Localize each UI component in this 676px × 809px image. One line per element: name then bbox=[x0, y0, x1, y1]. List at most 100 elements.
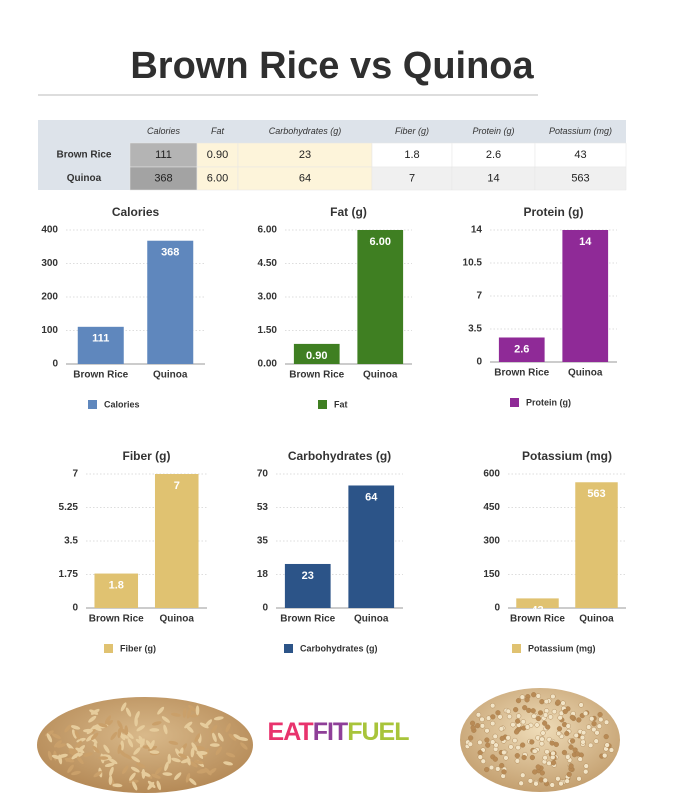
quinoa-seed bbox=[501, 769, 507, 775]
quinoa-seed bbox=[591, 726, 597, 733]
rice-grain bbox=[117, 728, 122, 739]
quinoa-seed bbox=[490, 703, 496, 709]
quinoa-seed bbox=[477, 754, 483, 760]
quinoa-seed bbox=[526, 707, 532, 714]
chart-title: Fiber (g) bbox=[123, 449, 171, 463]
quinoa-seed bbox=[565, 723, 571, 729]
y-tick-label: 200 bbox=[41, 292, 58, 303]
rice-grain bbox=[129, 772, 136, 781]
rice-grain bbox=[240, 742, 248, 750]
quinoa-seed bbox=[490, 720, 496, 727]
rice-grain bbox=[88, 715, 97, 723]
y-tick-label: 300 bbox=[483, 536, 500, 547]
rice-grain bbox=[71, 729, 77, 739]
quinoa-seed bbox=[533, 781, 539, 787]
rice-grain bbox=[68, 748, 78, 753]
quinoa-seed bbox=[557, 715, 563, 721]
quinoa-seed bbox=[510, 722, 516, 728]
rice-grain bbox=[56, 743, 67, 748]
value-label: 368 bbox=[161, 247, 179, 259]
rice-grain bbox=[225, 723, 231, 733]
rice-grain bbox=[191, 742, 198, 752]
rice-grain bbox=[228, 733, 237, 741]
rice-grain bbox=[188, 777, 197, 786]
rice-grain bbox=[210, 725, 218, 734]
x-tick-label: Brown Rice bbox=[510, 614, 565, 625]
table-cell: 64 bbox=[299, 172, 311, 184]
chart-title: Protein (g) bbox=[524, 205, 584, 219]
rice-grain bbox=[122, 765, 129, 774]
quinoa-seed bbox=[586, 724, 592, 730]
rice-grain bbox=[89, 709, 99, 715]
quinoa-seed bbox=[588, 742, 594, 748]
rice-grain bbox=[151, 721, 162, 726]
rice-grain bbox=[74, 740, 82, 749]
quinoa-seed bbox=[518, 780, 524, 786]
quinoa-seed bbox=[522, 705, 528, 711]
rice-grain bbox=[196, 751, 207, 755]
rice-grain bbox=[128, 779, 139, 784]
rice-grain bbox=[163, 724, 168, 735]
rice-grain bbox=[74, 730, 81, 740]
legend-label: Calories bbox=[104, 399, 140, 409]
quinoa-seed bbox=[539, 770, 545, 776]
quinoa-seed bbox=[544, 749, 550, 755]
y-tick-label: 14 bbox=[471, 225, 483, 236]
quinoa-seed bbox=[468, 735, 474, 741]
legend-label: Fat bbox=[334, 399, 348, 409]
table-cell: 23 bbox=[299, 149, 311, 161]
rice-grain bbox=[76, 737, 86, 743]
quinoa-seed bbox=[499, 735, 505, 741]
table-cell: 2.6 bbox=[486, 149, 501, 161]
quinoa-seed bbox=[568, 744, 574, 750]
y-tick-label: 7 bbox=[72, 469, 78, 480]
quinoa-seed bbox=[576, 776, 582, 782]
table-cell: 0.90 bbox=[207, 149, 228, 161]
rice-grain bbox=[46, 733, 53, 743]
bar bbox=[357, 230, 404, 364]
quinoa-seed bbox=[512, 737, 518, 744]
rice-grain bbox=[184, 721, 193, 729]
chart-title: Potassium (mg) bbox=[522, 449, 612, 463]
y-tick-label: 0.00 bbox=[258, 359, 278, 370]
quinoa-seed bbox=[550, 760, 557, 766]
rice-grain bbox=[71, 752, 80, 760]
quinoa-seed bbox=[475, 712, 482, 718]
quinoa-seed bbox=[520, 772, 526, 778]
y-tick-label: 6.00 bbox=[258, 225, 278, 236]
rice-grain bbox=[223, 761, 233, 766]
value-label: 1.8 bbox=[109, 579, 124, 591]
bar bbox=[293, 343, 340, 364]
quinoa-seed bbox=[577, 756, 583, 762]
quinoa-seed bbox=[470, 725, 476, 731]
quinoa-seed bbox=[565, 754, 571, 760]
quinoa-seed bbox=[493, 742, 499, 748]
rice-grain bbox=[108, 775, 113, 786]
value-label: 7 bbox=[174, 480, 180, 492]
quinoa-seed bbox=[540, 730, 546, 736]
rice-grain bbox=[147, 745, 158, 752]
quinoa-seed bbox=[555, 699, 561, 705]
page-title: Brown Rice vs Quinoa bbox=[130, 45, 534, 87]
quinoa-seed bbox=[560, 700, 566, 706]
quinoa-seed bbox=[479, 716, 485, 722]
quinoa-seed bbox=[583, 769, 589, 775]
rice-grain bbox=[208, 768, 217, 775]
logo: EATFITFUEL bbox=[268, 718, 410, 746]
rice-grain bbox=[64, 724, 72, 733]
table-cell: 1.8 bbox=[404, 149, 419, 161]
x-tick-label: Quinoa bbox=[354, 614, 389, 625]
rice-grain bbox=[136, 762, 146, 768]
rice-grain bbox=[149, 750, 160, 754]
quinoa-seed bbox=[535, 693, 541, 699]
rice-grain bbox=[170, 712, 181, 717]
rice-grain bbox=[195, 745, 206, 750]
legend-label: Protein (g) bbox=[526, 397, 571, 407]
quinoa-seed bbox=[573, 732, 579, 739]
legend-label: Potassium (mg) bbox=[528, 643, 596, 653]
y-tick-label: 70 bbox=[257, 469, 269, 480]
value-label: 563 bbox=[587, 488, 605, 500]
y-tick-label: 400 bbox=[41, 225, 58, 236]
quinoa-seed bbox=[608, 747, 615, 753]
quinoa-seed bbox=[564, 778, 570, 784]
